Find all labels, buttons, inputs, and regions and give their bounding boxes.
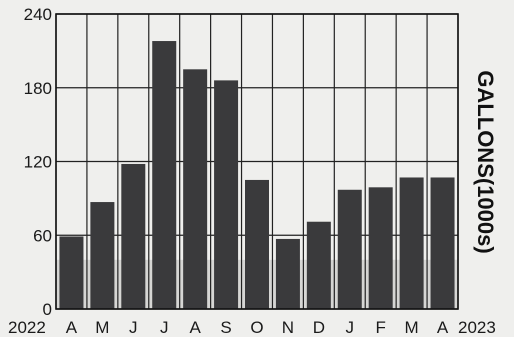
end-year-label: 2023 [458,318,496,337]
bar [121,163,146,309]
y-tick-label: 180 [24,79,52,98]
x-tick-label: O [250,318,263,337]
bar [306,221,331,309]
bars [59,41,455,310]
x-tick-label: D [313,318,325,337]
y-tick-label: 240 [24,5,52,24]
x-tick-label: J [346,318,355,337]
bar [245,179,269,309]
plot-border [55,13,459,310]
x-tick-label: J [129,318,138,337]
y-tick-label: 120 [24,153,52,172]
bar [399,177,424,309]
plot-frame [55,13,459,310]
x-tick-label: A [189,318,201,337]
x-tick-label: M [95,318,109,337]
bar [59,236,84,309]
y-tick-label: 60 [33,226,52,245]
y-tick-label: 0 [43,300,52,319]
bar [183,69,208,309]
x-tick-label: M [405,318,419,337]
x-tick-label: J [160,318,169,337]
y-axis-label: GALLONS(1000s) [473,70,498,253]
x-tick-label: N [282,318,294,337]
x-tick-label: A [66,318,78,337]
bar [214,80,239,309]
bar [275,238,300,309]
bar [430,177,455,309]
bar [152,41,177,310]
x-tick-label: F [375,318,385,337]
bar [368,187,393,309]
x-tick-label: A [437,318,449,337]
bar [90,202,115,309]
bar [337,189,362,309]
y-tick-labels: 0 60 120 180 240 [24,5,52,319]
start-year-label: 2022 [8,318,46,337]
x-tick-label: S [220,318,231,337]
